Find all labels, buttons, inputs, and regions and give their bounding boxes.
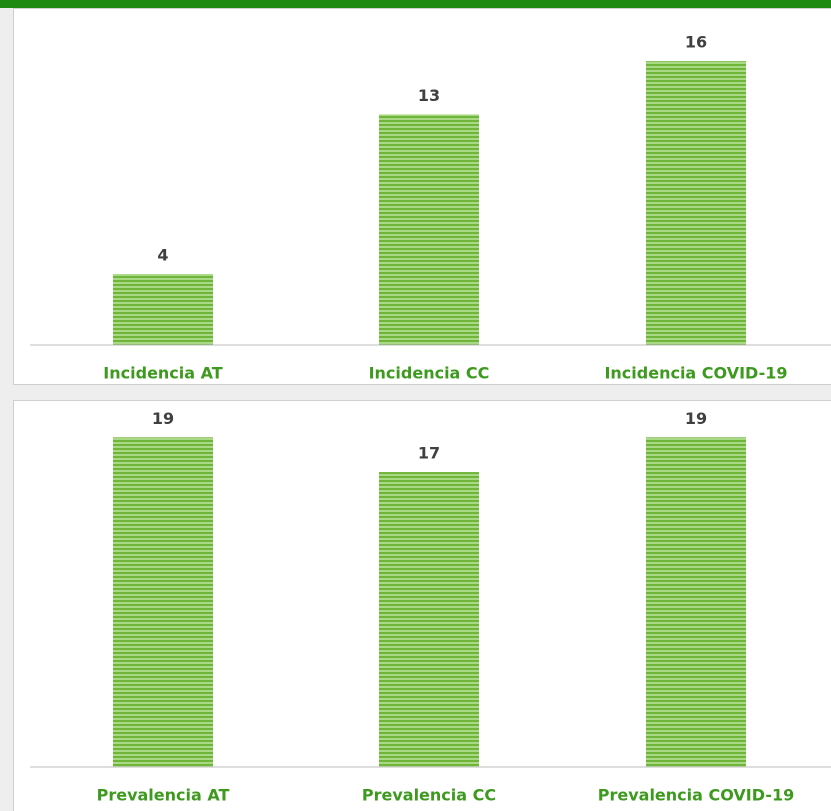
x-tick-label: Prevalencia COVID-19: [598, 786, 795, 805]
x-tick-label: Incidencia AT: [103, 364, 222, 383]
bar: [646, 437, 746, 767]
bar: [113, 274, 213, 345]
bar: [646, 61, 746, 346]
bar: [379, 472, 479, 767]
value-label: 16: [685, 33, 707, 52]
x-tick-label: Incidencia COVID-19: [604, 364, 787, 383]
x-tick-label: Incidencia CC: [369, 364, 490, 383]
value-label: 19: [152, 409, 174, 428]
x-tick-label: Prevalencia AT: [97, 786, 230, 805]
top-bar: [0, 0, 831, 8]
bar: [113, 437, 213, 767]
value-label: 4: [157, 246, 168, 265]
value-label: 19: [685, 409, 707, 428]
value-label: 13: [418, 86, 440, 105]
bar: [379, 114, 479, 345]
x-tick-label: Prevalencia CC: [362, 786, 496, 805]
value-label: 17: [418, 444, 440, 463]
